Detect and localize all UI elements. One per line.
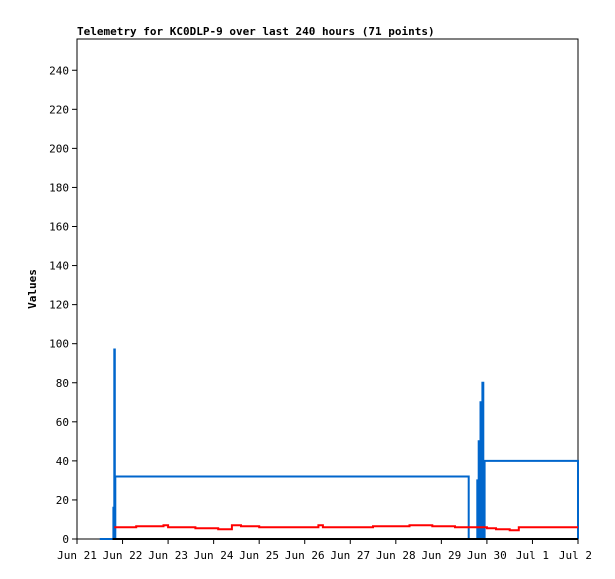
x-axis: Jun 21 Jun 22 Jun 23 Jun 24 Jun 25 Jun 26 Jun …: [57, 539, 592, 562]
series-layer: [99, 348, 579, 540]
y-tick-label: 120: [49, 299, 69, 312]
x-tick-label: Jul 1: [516, 549, 549, 562]
series-line-1: [99, 348, 579, 540]
y-tick-label: 220: [49, 103, 69, 116]
y-tick-label: 200: [49, 142, 69, 155]
x-tick-label: Jun 25: [239, 549, 279, 562]
x-tick-label: Jun 30: [467, 549, 507, 562]
y-axis-label: Values: [26, 269, 39, 309]
plot-area: [76, 38, 579, 540]
y-tick-label: 180: [49, 181, 69, 194]
chart-title: Telemetry for KC0DLP-9 over last 240 hou…: [77, 25, 435, 38]
x-tick-label: Jun 26: [285, 549, 325, 562]
y-tick-label: 140: [49, 260, 69, 273]
y-tick-label: 60: [56, 416, 69, 429]
x-tick-label: Jun 22: [103, 549, 143, 562]
y-tick-label: 160: [49, 221, 69, 234]
y-tick-label: 40: [56, 455, 69, 468]
x-tick-label: Jun 21: [57, 549, 97, 562]
x-tick-label: Jun 27: [330, 549, 370, 562]
x-tick-label: Jun 23: [148, 549, 188, 562]
y-tick-label: 80: [56, 377, 69, 390]
y-axis: 0 20 40 60 80 100 120 140 160 180 200 220 240: [49, 64, 77, 546]
y-tick-label: 100: [49, 338, 69, 351]
x-tick-label: Jun 24: [194, 549, 234, 562]
y-tick-label: 20: [56, 494, 69, 507]
y-tick-label: 0: [62, 533, 69, 546]
x-tick-label: Jun 29: [421, 549, 461, 562]
y-tick-label: 240: [49, 64, 69, 77]
x-tick-label: Jun 28: [376, 549, 416, 562]
x-tick-label: Jul 2: [559, 549, 592, 562]
series-line-2: [114, 524, 578, 532]
